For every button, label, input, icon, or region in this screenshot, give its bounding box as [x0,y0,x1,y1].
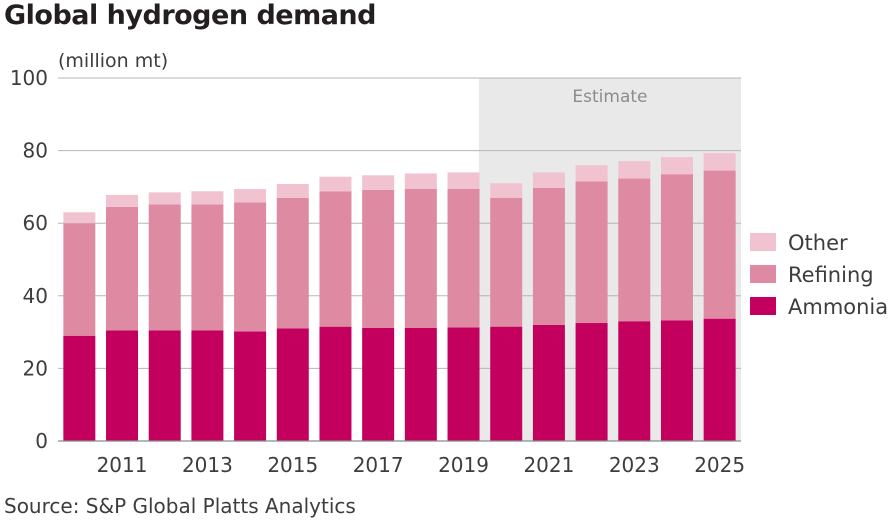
bar-refining-2025 [703,170,736,319]
bar-ammonia-2020 [490,326,523,441]
bar-refining-2012 [148,204,181,331]
estimate-region [478,78,741,441]
bar-ammonia-2013 [191,330,224,441]
y-tick-label: 0 [35,429,48,453]
legend-label-other: Other [788,231,848,255]
y-tick-label: 20 [23,356,48,380]
bar-other-2021 [532,172,565,188]
bar-other-2014 [234,189,267,203]
bar-refining-2010 [63,223,96,336]
legend-swatch-refining [750,265,776,283]
bar-ammonia-2010 [63,335,96,441]
bar-ammonia-2012 [148,330,181,441]
bar-refining-2022 [575,181,608,324]
bar-other-2013 [191,191,224,205]
bar-other-2012 [148,192,181,205]
x-tick-label: 2013 [182,453,233,477]
bar-ammonia-2016 [319,326,352,441]
bar-other-2011 [106,194,139,207]
bar-ammonia-2015 [276,328,309,441]
bar-ammonia-2017 [362,327,395,441]
legend-label-ammonia: Ammonia [788,295,888,319]
bar-ammonia-2022 [575,323,608,441]
bar-refining-2015 [276,197,309,329]
x-tick-label: 2019 [438,453,489,477]
bar-refining-2024 [660,174,693,321]
bar-refining-2018 [404,188,437,328]
bar-other-2015 [276,183,309,198]
bar-refining-2017 [362,189,395,328]
bar-refining-2020 [490,197,523,327]
bar-refining-2023 [618,178,651,322]
bar-ammonia-2018 [404,327,437,441]
legend-swatch-other [750,233,776,251]
y-tick-label: 40 [23,284,48,308]
bar-refining-2019 [447,188,480,328]
y-tick-label: 60 [23,211,48,235]
bar-other-2023 [618,161,651,179]
bar-ammonia-2011 [106,330,139,441]
bar-other-2022 [575,165,608,182]
bars [63,153,736,441]
bar-other-2025 [703,153,736,171]
bar-refining-2021 [532,187,565,325]
x-tick-label: 2017 [353,453,404,477]
legend: Other Refining Ammonia [750,231,888,319]
bar-refining-2016 [319,191,352,327]
bar-other-2024 [660,157,693,175]
source-note: Source: S&P Global Platts Analytics [4,494,356,518]
x-tick-label: 2021 [523,453,574,477]
legend-label-refining: Refining [788,263,874,287]
y-tick-label: 100 [10,66,48,90]
legend-swatch-ammonia [750,297,776,315]
bar-other-2016 [319,176,352,192]
bar-other-2019 [447,172,480,189]
bar-other-2017 [362,175,395,190]
bar-ammonia-2025 [703,318,736,441]
bar-ammonia-2024 [660,320,693,441]
y-axis-ticks: 0 20 40 60 80 100 [10,66,48,453]
units-label: (million mt) [58,50,168,72]
x-tick-label: 2023 [609,453,660,477]
bar-other-2010 [63,212,96,224]
bar-ammonia-2021 [532,324,565,441]
x-tick-label: 2015 [267,453,318,477]
x-axis-ticks: 2011 2013 2015 2017 2019 2021 2023 2025 [97,453,746,477]
bar-ammonia-2014 [234,331,267,441]
x-tick-label: 2011 [97,453,148,477]
chart-title: Global hydrogen demand [4,0,376,31]
bar-refining-2013 [191,204,224,331]
bar-other-2020 [490,183,523,198]
bar-refining-2011 [106,206,139,331]
y-tick-label: 80 [23,139,48,163]
bar-ammonia-2019 [447,327,480,441]
bar-refining-2014 [234,202,267,332]
bar-ammonia-2023 [618,321,651,441]
x-tick-label: 2025 [694,453,745,477]
bar-other-2018 [404,173,437,189]
estimate-label: Estimate [572,87,647,107]
